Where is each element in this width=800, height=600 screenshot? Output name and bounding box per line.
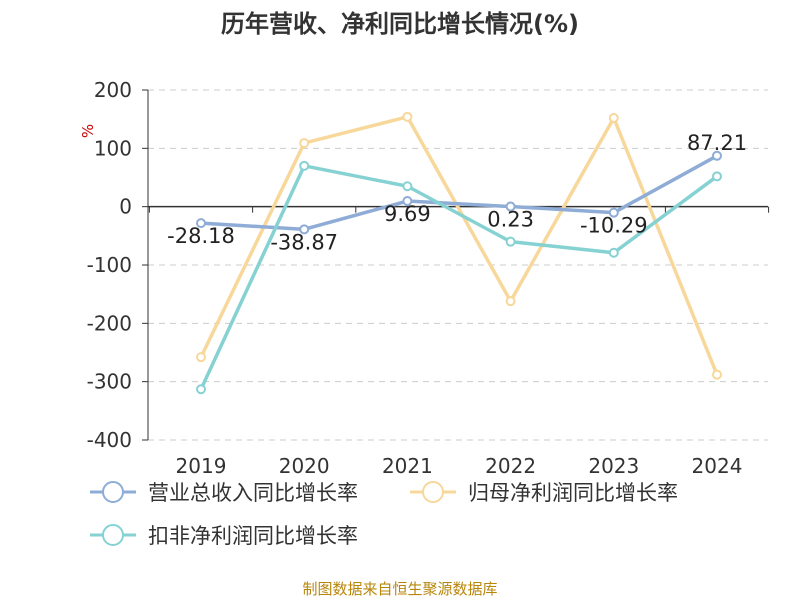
- data-point: [196, 352, 206, 363]
- series-line: [199, 164, 719, 390]
- data-point: [196, 218, 206, 229]
- x-tick-label: 2022: [485, 454, 536, 478]
- source-note: 制图数据来自恒生聚源数据库: [302, 580, 498, 598]
- data-point: [608, 247, 619, 258]
- y-tick-label: 100: [94, 136, 132, 160]
- data-point: [402, 111, 413, 122]
- data-point: [712, 150, 722, 161]
- chart-title: 历年营收、净利同比增长情况(%): [221, 10, 579, 38]
- data-point: [402, 196, 413, 207]
- y-tick-label: -200: [87, 311, 132, 335]
- x-tick-label: 2019: [176, 454, 227, 478]
- legend-label: 扣非净利润同比增长率: [148, 524, 358, 548]
- x-tick-label: 2021: [382, 454, 433, 478]
- data-label: 87.21: [687, 131, 747, 155]
- legend-marker: [102, 524, 124, 546]
- data-point: [505, 201, 516, 212]
- y-tick-label: -400: [87, 428, 132, 452]
- data-point: [712, 171, 722, 182]
- data-point: [402, 181, 413, 192]
- y-tick-label: -300: [87, 370, 132, 394]
- y-tick-label: 200: [94, 78, 132, 102]
- y-tick-label: -100: [87, 253, 132, 277]
- y-axis-unit: %: [79, 124, 97, 138]
- data-point: [608, 207, 619, 218]
- legend-label: 营业总收入同比增长率: [148, 481, 358, 505]
- data-point: [505, 296, 516, 307]
- data-point: [299, 224, 310, 235]
- data-point: [712, 369, 722, 380]
- data-point: [299, 138, 310, 149]
- series-line: [200, 154, 718, 232]
- data-label: -38.87: [270, 230, 338, 254]
- data-label: 0.23: [487, 208, 534, 232]
- data-point: [196, 384, 206, 395]
- x-tick-label: 2024: [692, 454, 743, 478]
- data-point: [299, 160, 310, 171]
- legend-label: 归母净利润同比增长率: [468, 481, 678, 505]
- legend-marker: [422, 481, 444, 503]
- data-label: -28.18: [167, 224, 235, 248]
- data-point: [608, 113, 619, 123]
- y-tick-label: 0: [119, 195, 132, 219]
- series-line: [199, 115, 719, 376]
- x-tick-label: 2020: [279, 454, 330, 478]
- data-label: -10.29: [580, 214, 648, 238]
- legend-marker: [102, 481, 124, 503]
- data-label: 9.69: [384, 202, 431, 226]
- x-tick-label: 2023: [588, 454, 639, 478]
- data-point: [505, 236, 516, 247]
